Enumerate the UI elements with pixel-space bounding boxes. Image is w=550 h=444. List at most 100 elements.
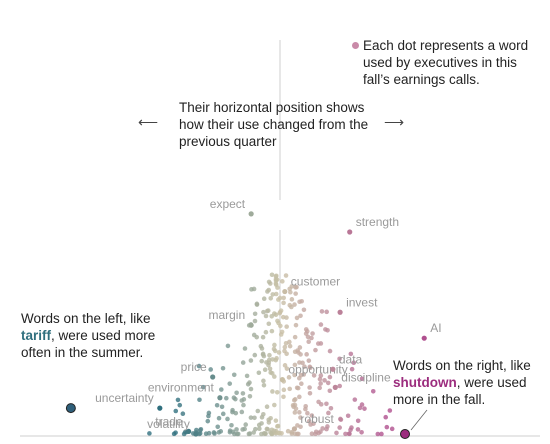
labeled-dot-data xyxy=(330,366,336,372)
word-dot xyxy=(197,397,202,403)
word-dot xyxy=(252,318,258,324)
word-label-uncertainty: uncertainty xyxy=(95,391,154,405)
word-label-price: price xyxy=(181,360,207,374)
labeled-dot-environment xyxy=(217,395,223,401)
word-dot xyxy=(259,358,265,364)
word-dot xyxy=(194,427,199,433)
word-dot xyxy=(234,427,239,432)
word-dot xyxy=(287,339,292,345)
word-dot xyxy=(292,410,298,415)
word-dot xyxy=(306,339,312,345)
word-dot xyxy=(303,403,309,409)
word-dot xyxy=(262,431,268,437)
word-dot xyxy=(196,363,202,369)
word-label-robust: robust xyxy=(300,412,334,426)
word-dot xyxy=(240,427,245,432)
word-dot xyxy=(287,302,293,308)
word-dot xyxy=(309,335,314,341)
word-dot xyxy=(345,413,351,419)
word-dot xyxy=(224,395,229,401)
arrow-left-icon: ⟵ xyxy=(138,114,159,130)
word-dot xyxy=(298,352,303,357)
word-dot xyxy=(383,414,389,420)
word-dot xyxy=(305,334,311,340)
labeled-dot-discipline xyxy=(332,384,338,390)
word-dot xyxy=(215,424,221,430)
legend-dot-icon xyxy=(352,42,359,49)
word-dot xyxy=(292,372,297,378)
left-note-prefix: Words on the left, like xyxy=(21,311,151,326)
word-dot xyxy=(293,285,298,290)
background-word-dots xyxy=(147,272,407,437)
word-dot xyxy=(263,329,269,335)
labeled-dot-trade xyxy=(186,428,192,435)
word-dot xyxy=(255,408,261,414)
word-dot xyxy=(279,329,285,335)
word-dot xyxy=(352,397,358,402)
left-note-keyword: tariff xyxy=(21,328,51,343)
word-dot xyxy=(254,334,260,340)
word-dot xyxy=(147,431,152,436)
word-dot xyxy=(304,329,310,334)
word-dot xyxy=(218,429,224,434)
word-label-customer: customer xyxy=(291,275,340,289)
word-dot xyxy=(292,362,298,368)
word-dot xyxy=(225,416,230,422)
word-dot xyxy=(305,410,310,416)
word-dot xyxy=(269,328,275,334)
labeled-dot-opportunity xyxy=(279,377,286,383)
word-dot xyxy=(282,348,287,354)
word-dot xyxy=(177,402,183,408)
word-dot xyxy=(274,390,280,395)
word-dot xyxy=(292,334,298,340)
labeled-dot-invest xyxy=(337,309,343,315)
word-dot xyxy=(309,413,315,418)
word-dot xyxy=(293,291,298,296)
word-dot xyxy=(322,378,327,383)
word-dot xyxy=(273,418,279,423)
word-dot xyxy=(277,295,283,301)
word-label-strength: strength xyxy=(356,215,399,229)
word-dot xyxy=(281,394,286,400)
right-note-prefix: Words on the right, like xyxy=(393,358,531,373)
word-dot xyxy=(327,374,333,380)
word-dot xyxy=(280,314,286,320)
labeled-dot-expect xyxy=(248,211,254,217)
labeled-dot-AI xyxy=(421,335,427,341)
word-dot xyxy=(281,387,287,393)
word-dot xyxy=(286,375,292,380)
word-dot xyxy=(288,289,293,295)
word-dot xyxy=(252,352,258,358)
word-dot xyxy=(232,431,237,437)
word-dot xyxy=(319,309,325,314)
word-dot xyxy=(326,410,331,416)
word-dot xyxy=(283,273,289,278)
word-dot xyxy=(252,415,257,421)
word-dot xyxy=(282,344,288,350)
word-dot xyxy=(220,365,226,371)
word-dot xyxy=(264,426,270,432)
word-dot xyxy=(282,363,288,368)
word-dot xyxy=(208,367,214,372)
word-dot xyxy=(261,309,266,315)
word-dot xyxy=(261,382,267,388)
word-dot xyxy=(284,324,289,329)
word-dot xyxy=(244,373,250,379)
word-dot xyxy=(225,343,231,349)
word-dot xyxy=(299,381,304,386)
word-dot xyxy=(357,405,363,411)
word-dot xyxy=(287,386,293,392)
word-dot xyxy=(271,346,277,352)
word-label-invest: invest xyxy=(346,295,378,309)
word-dot xyxy=(269,371,275,376)
word-dot xyxy=(292,397,298,402)
word-dot xyxy=(197,428,203,433)
right-note-keyword: shutdown xyxy=(393,375,457,390)
word-dot xyxy=(334,430,339,436)
word-dot xyxy=(220,411,226,417)
word-dot xyxy=(262,367,268,373)
word-label-AI: AI xyxy=(430,321,441,335)
word-dot xyxy=(248,386,254,392)
left-words-note: Words on the left, like tariff, were use… xyxy=(21,310,156,361)
word-dot xyxy=(259,431,264,437)
